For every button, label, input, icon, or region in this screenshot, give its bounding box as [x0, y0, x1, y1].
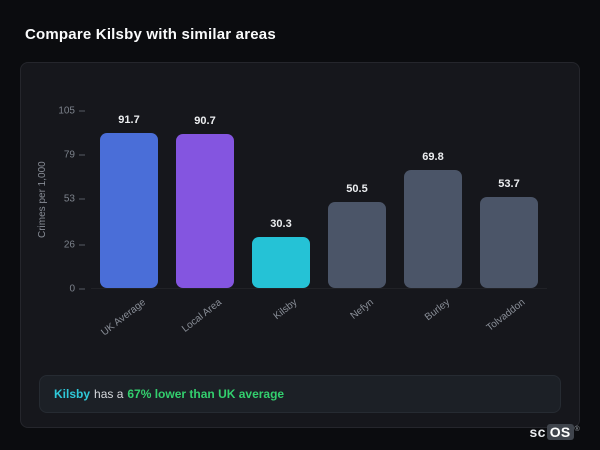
- bar-value-label: 90.7: [194, 115, 216, 128]
- bar-uk-average[interactable]: [100, 132, 158, 288]
- page-title: Compare Kilsby with similar areas: [25, 26, 276, 43]
- bar-tolvaddon[interactable]: [480, 196, 538, 288]
- chart-card: Crimes per 1,000 0 26 53 79 105 91.7 UK Avera…: [20, 62, 580, 428]
- x-axis-label: Kilsby: [271, 297, 300, 323]
- bar-value-label: 69.8: [422, 150, 444, 163]
- tick-mark: [79, 288, 85, 290]
- bar-column: 69.8 Burley: [395, 111, 471, 323]
- x-axis-label: Tolvaddon: [485, 297, 528, 334]
- bar-burley[interactable]: [404, 169, 462, 288]
- bar-value-label: 91.7: [118, 113, 140, 126]
- bar-column: 90.7 Local Area: [167, 111, 243, 335]
- bar-value-label: 50.5: [346, 183, 368, 196]
- bar-column: 53.7 Tolvaddon: [471, 111, 547, 334]
- x-axis-label: UK Average: [99, 297, 148, 339]
- tick-mark: [79, 154, 85, 156]
- bar-value-label: 30.3: [270, 217, 292, 230]
- x-axis-label: Nefyn: [348, 297, 376, 322]
- note-highlight: 67% lower than UK average: [127, 387, 285, 401]
- logo-prefix: sc: [529, 424, 546, 440]
- bar-nefyn[interactable]: [328, 202, 386, 288]
- x-axis-label: Local Area: [179, 297, 224, 335]
- y-tick-label: 105: [58, 106, 85, 117]
- bar-column: 50.5 Nefyn: [319, 111, 395, 322]
- bar-kilsby[interactable]: [252, 236, 310, 288]
- y-axis-title: Crimes per 1,000: [37, 161, 48, 239]
- tick-mark: [79, 110, 85, 112]
- y-axis: 0 26 53 79 105: [49, 106, 85, 295]
- bar-column: 91.7 UK Average: [91, 111, 167, 338]
- logo-os-badge: OS: [546, 424, 574, 440]
- note-subject: Kilsby: [54, 387, 91, 401]
- plot-area: 91.7 UK Average 90.7 Local Area 30.3 Kilsby 50…: [91, 111, 547, 338]
- y-tick-label: 0: [69, 284, 85, 295]
- y-tick-label: 26: [64, 239, 85, 250]
- summary-note: Kilsby has a 67% lower than UK average: [39, 375, 561, 413]
- bar-local-area[interactable]: [176, 134, 234, 288]
- registered-mark: ®: [574, 426, 580, 434]
- bar-chart: Crimes per 1,000 0 26 53 79 105 91.7 UK Avera…: [21, 63, 579, 427]
- bar-column: 30.3 Kilsby: [243, 111, 319, 322]
- y-tick-label: 79: [64, 150, 85, 161]
- tick-mark: [79, 244, 85, 246]
- tick-mark: [79, 198, 85, 200]
- y-tick-label: 53: [64, 194, 85, 205]
- scos-logo: sc OS ®: [530, 424, 580, 440]
- x-axis-label: Burley: [422, 297, 452, 324]
- bar-value-label: 53.7: [498, 177, 520, 190]
- note-text: has a: [94, 387, 124, 401]
